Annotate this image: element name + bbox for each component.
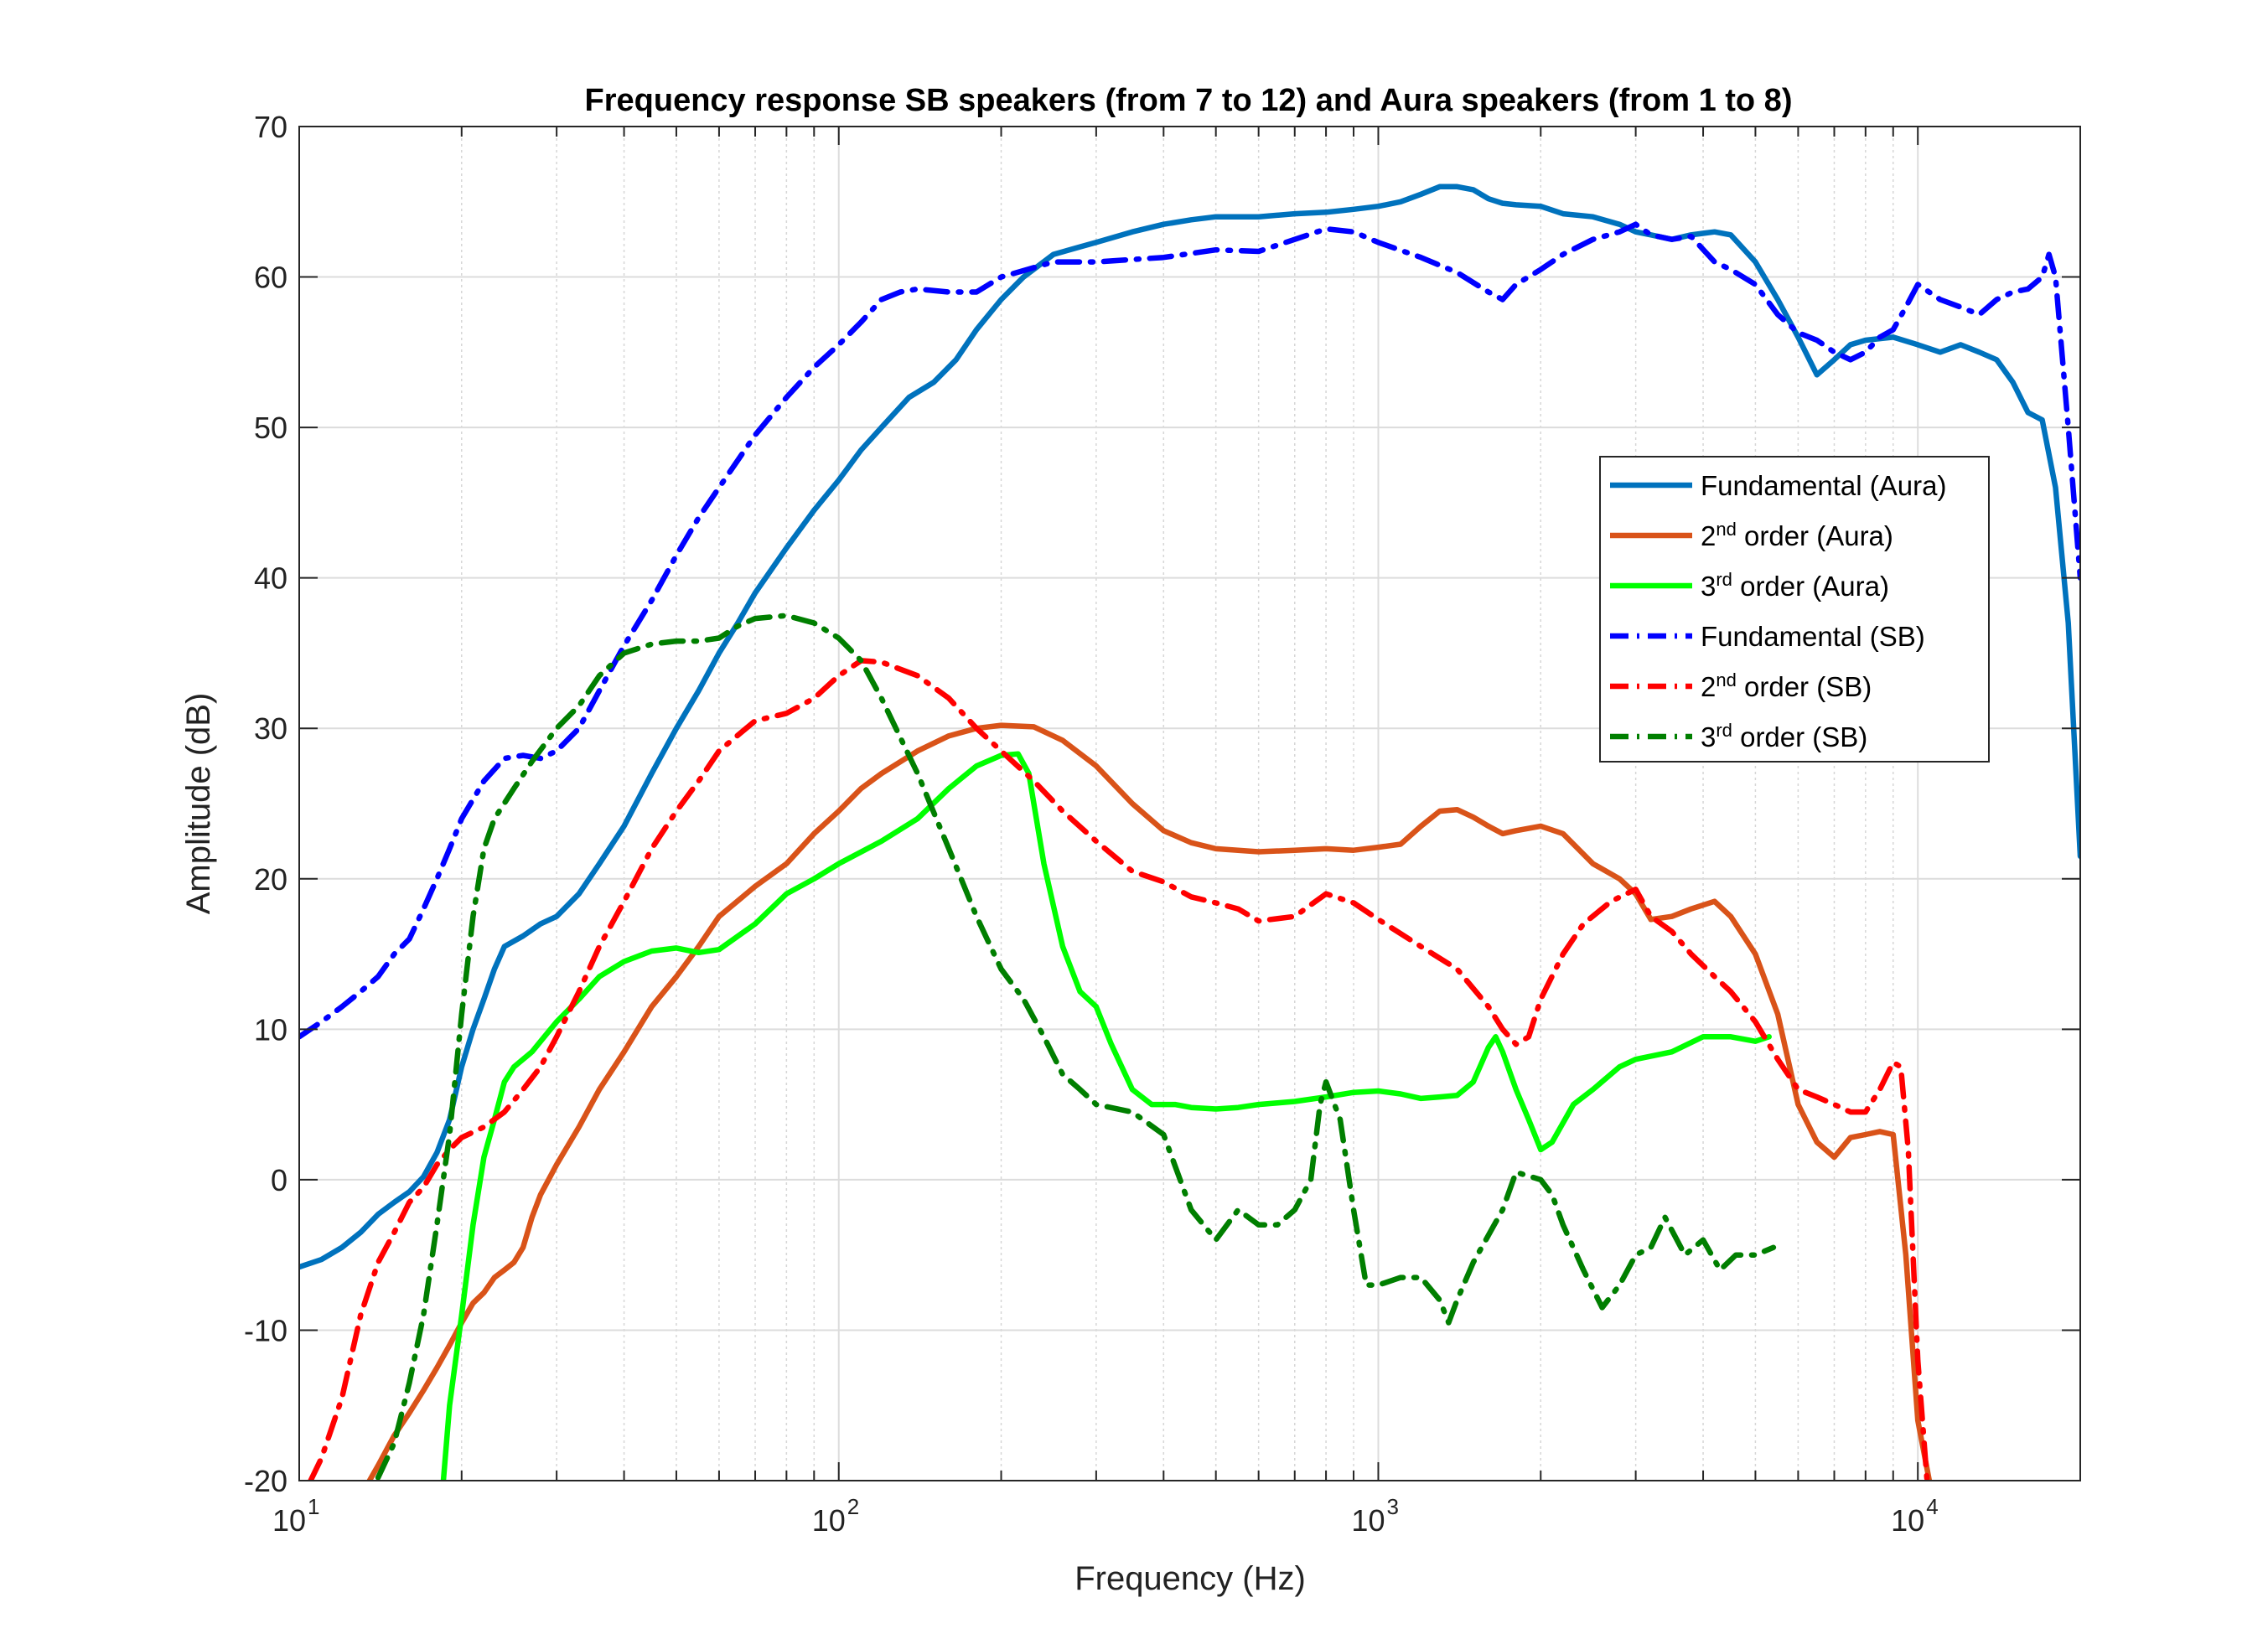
legend-box [1599,456,1990,763]
x-tick-label-exponent: 2 [847,1494,859,1519]
legend-item: 3rd order (SB) [1610,720,1867,752]
legend-label-superscript: rd [1716,569,1732,590]
y-tick-label: -20 [244,1464,287,1498]
x-tick-label-base: 10 [272,1503,306,1538]
legend-label-rest: order (SB) [1732,721,1867,752]
legend-label-main: 2 [1701,671,1716,702]
legend-label-main: Fundamental (Aura) [1701,470,1946,501]
y-tick-label: 30 [254,711,287,746]
legend-label-superscript: rd [1716,720,1732,741]
plot-area [299,127,2080,1481]
legend-label-main: 3 [1701,721,1716,752]
series-line-3 [440,751,1772,1481]
legend-item: 3rd order (Aura) [1610,569,1889,602]
legend-item: Fundamental (Aura) [1610,470,1946,501]
x-tick-label-exponent: 3 [1386,1494,1398,1519]
x-tick-label-base: 10 [812,1503,846,1538]
legend-label: Fundamental (Aura) [1701,470,1946,501]
x-tick-label: 10 2 [812,1494,860,1538]
legend-item: 2nd order (SB) [1610,670,1872,702]
y-tick-label: 40 [254,561,287,596]
series-group [299,184,2080,1481]
series-line-1 [299,184,2080,1270]
series-line-6 [375,613,1777,1481]
x-tick-label-base: 10 [1891,1503,1924,1538]
legend-label-main: 2 [1701,520,1716,551]
legend-label-superscript: nd [1716,519,1736,540]
legend-label: 3rd order (SB) [1701,720,1867,752]
legend-label-rest: order (SB) [1737,671,1872,702]
legend-label: 2nd order (Aura) [1701,519,1893,551]
y-tick-label: 0 [271,1163,287,1197]
legend-label-superscript: nd [1716,670,1736,690]
x-tick-label: 10 3 [1351,1494,1399,1538]
legend-label-main: Fundamental (SB) [1701,621,1925,652]
series-line-2 [366,722,1933,1481]
legend-label: 3rd order (Aura) [1701,569,1889,602]
legend: Fundamental (Aura)2nd order (Aura)3rd or… [1599,456,1990,763]
legend-label-rest: order (Aura) [1737,520,1893,551]
y-tick-label: -10 [244,1313,287,1347]
legend-label: Fundamental (SB) [1701,621,1925,652]
x-tick-label-base: 10 [1351,1503,1385,1538]
y-tick-label: 60 [254,261,287,295]
x-tick-label-exponent: 1 [308,1494,319,1519]
series-line-4 [299,221,2080,1040]
x-axis-label: Frequency (Hz) [1074,1560,1306,1597]
y-axis-label: Amplitude (dB) [180,693,217,915]
y-tick-label: 20 [254,862,287,897]
legend-label: 2nd order (SB) [1701,670,1872,702]
plot-frame [298,126,2081,1481]
x-tick-label-exponent: 4 [1926,1494,1938,1519]
y-tick-label: 70 [254,110,287,144]
y-tick-label: 10 [254,1012,287,1047]
chart-title: Frequency response SB speakers (from 7 t… [585,83,1793,118]
legend-label-main: 3 [1701,571,1716,602]
y-tick-label: 50 [254,411,287,445]
legend-item: Fundamental (SB) [1610,621,1925,652]
legend-label-rest: order (Aura) [1732,571,1889,602]
x-tick-label: 10 4 [1891,1494,1939,1538]
series-line-5 [308,658,1930,1481]
legend-item: 2nd order (Aura) [1610,519,1893,551]
x-tick-label: 10 1 [272,1494,320,1538]
